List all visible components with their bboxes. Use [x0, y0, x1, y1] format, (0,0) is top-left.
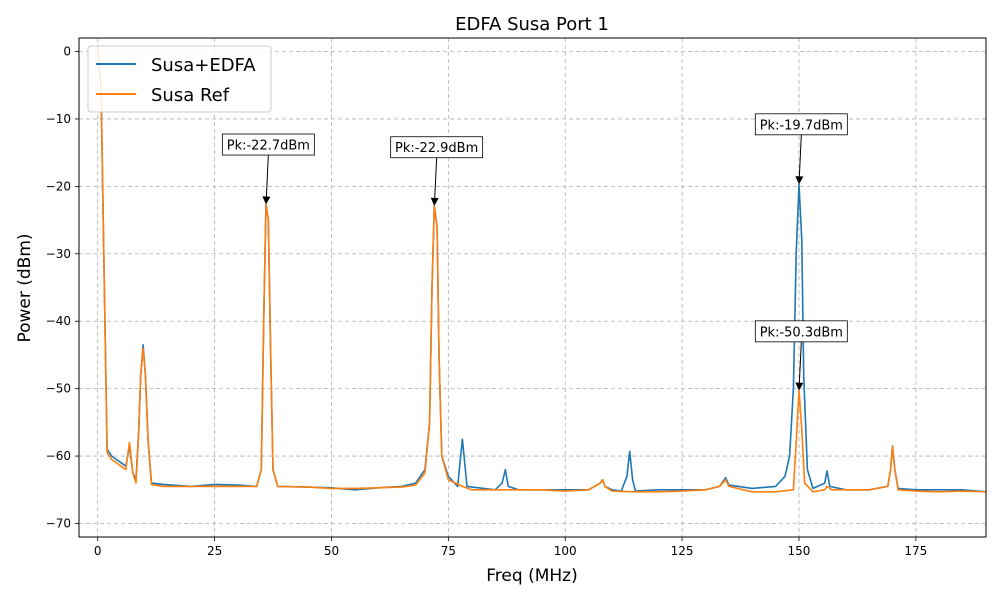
legend-label-susa-ref: Susa Ref [151, 85, 230, 106]
peak-annotation-label: Pk:-19.7dBm [760, 118, 843, 133]
axis-ticks: 0 25 50 75 100 125 150 175 0 −10 −20 −30 −40 −50 −60 −7… [46, 44, 928, 558]
peak-annotation: Pk:-22.7dBm [221, 133, 315, 205]
peak-annotation-arrowhead [262, 196, 271, 205]
x-tick-label: 125 [671, 544, 694, 558]
x-axis-label: Freq (MHz) [486, 566, 577, 586]
peak-annotation: Pk:-22.9dBm [390, 136, 484, 206]
peak-annotation-arrow [798, 341, 802, 389]
x-tick-label: 50 [324, 544, 339, 558]
peak-annotation-label: Pk:-22.9dBm [395, 141, 478, 156]
legend-box [87, 45, 272, 113]
y-tick-label: −30 [46, 247, 71, 261]
x-tick-label: 75 [441, 544, 456, 558]
x-tick-label: 150 [788, 544, 811, 558]
peak-annotation-label: Pk:-22.7dBm [227, 139, 310, 154]
y-tick-label: −10 [46, 112, 71, 126]
plot-area [79, 38, 986, 537]
peak-annotation: Pk:-19.7dBm [754, 113, 848, 185]
y-tick-label: −60 [46, 449, 71, 463]
series-line-susa-ref [96, 46, 986, 493]
annotations: Pk:-22.7dBm Pk:-22.9dBm Pk:-19.7dBm Pk:-50.… [221, 113, 848, 391]
legend: Susa+EDFA Susa Ref [87, 45, 272, 113]
x-tick-label: 0 [94, 544, 102, 558]
peak-annotation-arrow [798, 134, 802, 183]
plot-frame [78, 37, 987, 538]
grid-lines [79, 38, 986, 537]
legend-label-susa-edfa: Susa+EDFA [151, 55, 256, 76]
x-tick-label: 175 [904, 544, 927, 558]
peak-annotation-arrow [265, 155, 269, 203]
y-tick-label: −70 [46, 517, 71, 531]
peak-annotation-label: Pk:-50.3dBm [760, 325, 843, 340]
y-tick-label: −40 [46, 314, 71, 328]
series-layer [96, 46, 986, 493]
x-tick-label: 25 [207, 544, 222, 558]
peak-annotation-arrowhead [430, 197, 439, 206]
y-axis-label: Power (dBm) [15, 233, 35, 342]
y-tick-label: 0 [63, 44, 71, 58]
chart-title: EDFA Susa Port 1 [455, 14, 609, 35]
peak-annotation: Pk:-50.3dBm [754, 320, 848, 391]
peak-annotation-arrow [433, 157, 438, 204]
y-tick-label: −50 [46, 382, 71, 396]
y-tick-label: −20 [46, 179, 71, 193]
peak-annotation-arrowhead [795, 176, 804, 185]
peak-annotation-arrowhead [795, 382, 804, 391]
x-tick-label: 100 [554, 544, 577, 558]
